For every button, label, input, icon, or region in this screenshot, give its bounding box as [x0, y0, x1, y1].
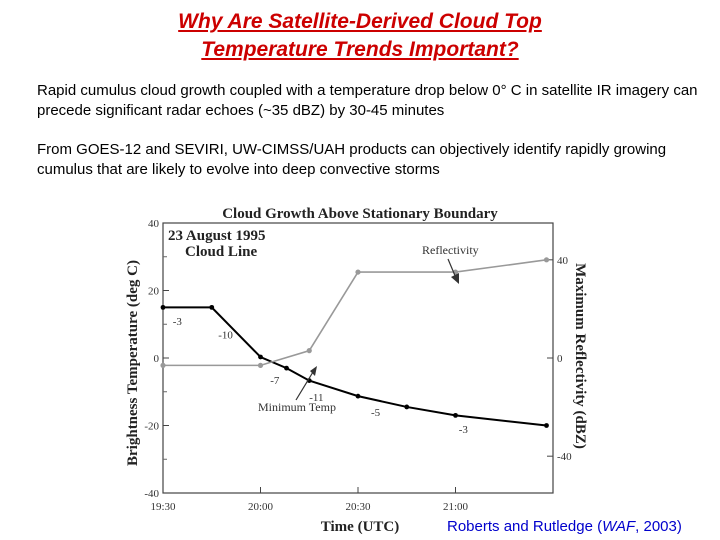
y-left-axis-title: Brightness Temperature (deg C) [125, 260, 141, 466]
y-left-tick-label: 40 [148, 218, 160, 230]
chart-series [160, 257, 550, 428]
annotation-arrow-minimum-temp [295, 371, 314, 401]
x-tick-label: 19:30 [150, 501, 176, 513]
chart-labels: Cloud Growth Above Stationary Boundary 23… [168, 206, 498, 436]
point-label: -7 [270, 375, 280, 387]
data-point-reflectivity [543, 257, 550, 263]
chart-subtitle-date: 23 August 1995 [168, 228, 266, 244]
annotation-minimum-temp: Minimum Temp [258, 400, 336, 414]
point-label: -3 [173, 316, 183, 328]
paragraph-goes-seviri: From GOES-12 and SEVIRI, UW-CIMSS/UAH pr… [37, 141, 667, 178]
x-tick-label: 20:00 [248, 501, 274, 513]
y-right-tick-label: 0 [557, 353, 563, 365]
data-point-minimum-temp [306, 378, 312, 384]
chart-subtitle-case: Cloud Line [185, 244, 257, 260]
x-tick-label: 20:30 [345, 501, 371, 513]
series-line-minimum-temp [163, 306, 547, 427]
series-line-reflectivity [163, 259, 547, 367]
data-point-minimum-temp [544, 423, 549, 428]
credit-authors: Roberts and Rutledge ( [447, 518, 603, 535]
data-point-minimum-temp [355, 393, 361, 399]
slide-title-line1: Why Are Satellite-Derived Cloud Top [178, 10, 542, 33]
annotation-arrowhead-minimum-temp [310, 366, 317, 376]
point-label: -10 [218, 329, 233, 341]
y-left-tick-label: 0 [154, 353, 160, 365]
data-point-minimum-temp [209, 304, 215, 310]
annotation-arrow-reflectivity [447, 258, 457, 279]
credit-journal: WAF [602, 518, 636, 535]
y-right-tick-label: 40 [557, 255, 569, 267]
credit-year: , 2003) [635, 518, 682, 535]
data-point-reflectivity [306, 348, 312, 354]
data-point-minimum-temp [258, 354, 263, 360]
paragraph-satellite-ir: Rapid cumulus cloud growth coupled with … [37, 82, 698, 119]
point-label: -3 [459, 424, 469, 436]
data-point-minimum-temp [284, 365, 289, 371]
y-left-tick-label: -40 [144, 488, 159, 500]
annotation-arrowhead-reflectivity [451, 273, 459, 284]
y-right-axis-title: Maximum Reflectivity (dBZ) [572, 263, 588, 449]
slide-title: Why Are Satellite-Derived Cloud Top Temp… [0, 8, 720, 64]
data-point-reflectivity [452, 269, 459, 275]
slide-title-line2: Temperature Trends Important? [201, 38, 519, 61]
data-point-reflectivity [257, 362, 264, 368]
y-left-tick-label: -20 [144, 421, 159, 433]
y-right-tick-label: -40 [557, 451, 572, 463]
chart-title: Cloud Growth Above Stationary Boundary [222, 206, 498, 222]
data-point-minimum-temp [404, 404, 410, 410]
data-point-minimum-temp [160, 304, 166, 310]
point-label: -11 [309, 392, 323, 404]
chart-frame [162, 222, 554, 494]
x-tick-label: 21:00 [443, 501, 469, 513]
y-left-tick-label: 20 [148, 286, 160, 298]
annotation-reflectivity: Reflectivity [422, 243, 479, 257]
point-label: -5 [371, 407, 381, 419]
plot-frame [162, 222, 554, 494]
data-point-reflectivity [160, 362, 166, 368]
data-point-reflectivity [355, 269, 361, 275]
x-axis-title: Time (UTC) [321, 519, 399, 535]
citation-credit: Roberts and Rutledge (WAF, 2003) [447, 518, 682, 535]
data-point-minimum-temp [453, 412, 458, 418]
